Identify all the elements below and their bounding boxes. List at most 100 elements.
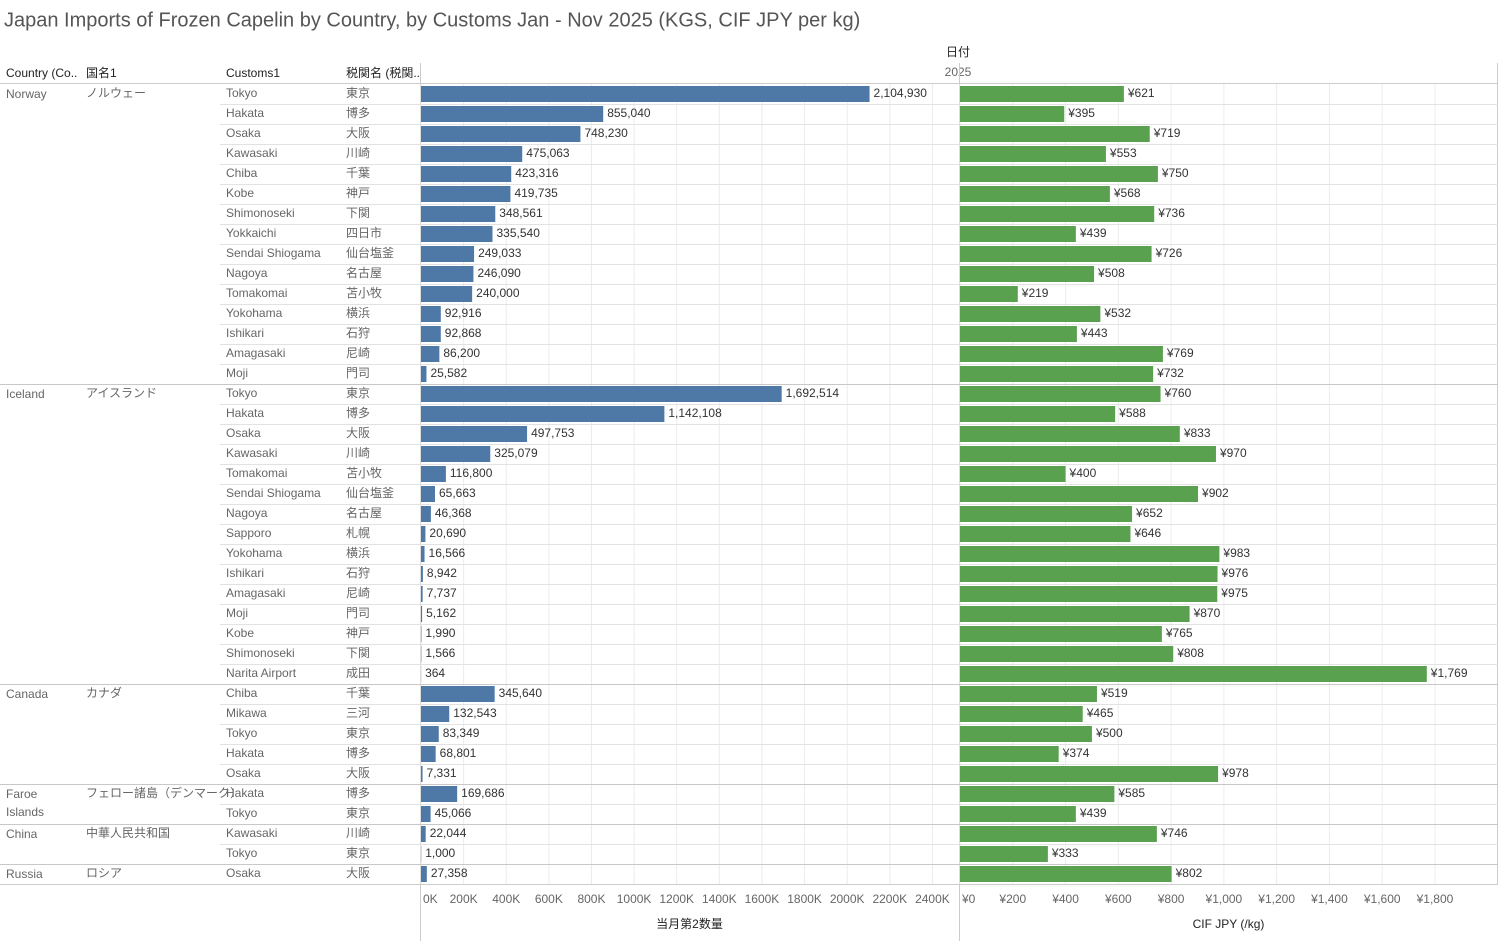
value-label: 246,090: [477, 266, 521, 280]
bar: [421, 246, 475, 262]
x-tick-label: 1400K: [702, 892, 737, 906]
customs-label: Yokohama: [226, 546, 283, 560]
value-label: ¥439: [1079, 226, 1107, 240]
customs-jp-label: 東京: [346, 726, 370, 740]
value-label: ¥395: [1067, 106, 1095, 120]
value-label: ¥333: [1051, 846, 1079, 860]
customs-label: Osaka: [226, 766, 261, 780]
value-label: 249,033: [478, 246, 522, 260]
value-label: 45,066: [435, 806, 472, 820]
bar: [421, 606, 423, 622]
value-label: 1,566: [425, 646, 455, 660]
customs-jp-label: 三河: [346, 706, 370, 720]
customs-jp-label: 川崎: [346, 826, 370, 840]
customs-jp-label: 博多: [346, 105, 370, 120]
bar: [421, 466, 446, 482]
column-header: 国名1: [86, 65, 117, 80]
x-tick-label: 2200K: [872, 892, 907, 906]
customs-label: Kawasaki: [226, 146, 277, 160]
customs-jp-label: 大阪: [346, 126, 370, 140]
country-label: Canada: [6, 687, 49, 701]
bar: [421, 266, 474, 282]
value-label: 240,000: [476, 286, 520, 300]
customs-jp-label: 神戸: [346, 626, 370, 640]
customs-jp-label: 博多: [346, 745, 370, 760]
value-label: 83,349: [443, 726, 480, 740]
value-label: ¥870: [1193, 606, 1221, 620]
bar: [960, 666, 1427, 682]
value-label: ¥983: [1222, 546, 1250, 560]
customs-label: Narita Airport: [226, 666, 297, 680]
bar: [421, 806, 431, 822]
country-cell: Canada: [6, 687, 49, 701]
customs-label: Tokyo: [226, 386, 258, 400]
country-jp-label: ノルウェー: [86, 86, 146, 100]
value-label: ¥736: [1157, 206, 1185, 220]
bar: [421, 526, 426, 542]
bar: [421, 706, 450, 722]
bar: [421, 126, 581, 142]
x-tick-label: 1200K: [659, 892, 694, 906]
customs-jp-label: 博多: [346, 405, 370, 420]
bar: [421, 186, 511, 202]
bar: [960, 126, 1150, 142]
bar: [421, 406, 665, 422]
x-axis-title: 当月第2数量: [656, 916, 723, 931]
bar: [421, 326, 441, 342]
bar: [421, 686, 495, 702]
value-label: 68,801: [440, 746, 477, 760]
value-label: 8,942: [427, 566, 457, 580]
value-label: 86,200: [443, 346, 480, 360]
bar: [960, 726, 1092, 742]
value-label: ¥726: [1155, 246, 1183, 260]
x-tick-label: 200K: [450, 892, 478, 906]
bar: [421, 546, 425, 562]
value-label: ¥769: [1166, 346, 1194, 360]
customs-jp-label: 尼崎: [346, 586, 370, 600]
country-cell: Norway: [6, 87, 47, 101]
value-label: ¥219: [1021, 286, 1049, 300]
value-label: ¥970: [1219, 446, 1247, 460]
value-label: 65,663: [439, 486, 476, 500]
customs-jp-label: 横浜: [346, 546, 370, 560]
value-label: ¥978: [1221, 766, 1249, 780]
bar: [960, 826, 1157, 842]
bar: [421, 586, 423, 602]
value-label: ¥374: [1062, 746, 1090, 760]
customs-label: Tokyo: [226, 726, 258, 740]
country-cell: Russia: [6, 867, 43, 881]
value-label: 497,753: [531, 426, 575, 440]
customs-label: Tomakomai: [226, 286, 287, 300]
customs-label: Shimonoseki: [226, 206, 295, 220]
value-label: 364: [425, 666, 445, 680]
customs-jp-label: 成田: [346, 666, 370, 680]
bar: [960, 266, 1095, 282]
bar: [960, 846, 1048, 862]
bar: [960, 766, 1219, 782]
bar: [960, 526, 1131, 542]
value-label: 7,737: [427, 586, 457, 600]
country-jp-label: 中華人民共和国: [86, 825, 170, 840]
customs-label: Osaka: [226, 126, 261, 140]
value-label: 169,686: [461, 786, 505, 800]
x-tick-label: 2400K: [915, 892, 950, 906]
value-label: 348,561: [499, 206, 543, 220]
value-label: ¥975: [1220, 586, 1248, 600]
value-label: 1,000: [425, 846, 455, 860]
value-label: 20,690: [429, 526, 466, 540]
customs-jp-label: 千葉: [346, 166, 370, 180]
value-label: ¥646: [1133, 526, 1161, 540]
country-label: Norway: [6, 87, 47, 101]
bar: [960, 746, 1059, 762]
bar: [960, 206, 1155, 222]
value-label: 1,990: [425, 626, 455, 640]
bar: [960, 606, 1190, 622]
customs-jp-label: 横浜: [346, 306, 370, 320]
value-label: 22,044: [430, 826, 467, 840]
bar: [960, 466, 1066, 482]
value-label: 25,582: [430, 366, 467, 380]
bar: [421, 746, 436, 762]
x-tick-label: ¥1,200: [1257, 892, 1295, 906]
bar: [421, 386, 782, 402]
value-label: ¥500: [1095, 726, 1123, 740]
